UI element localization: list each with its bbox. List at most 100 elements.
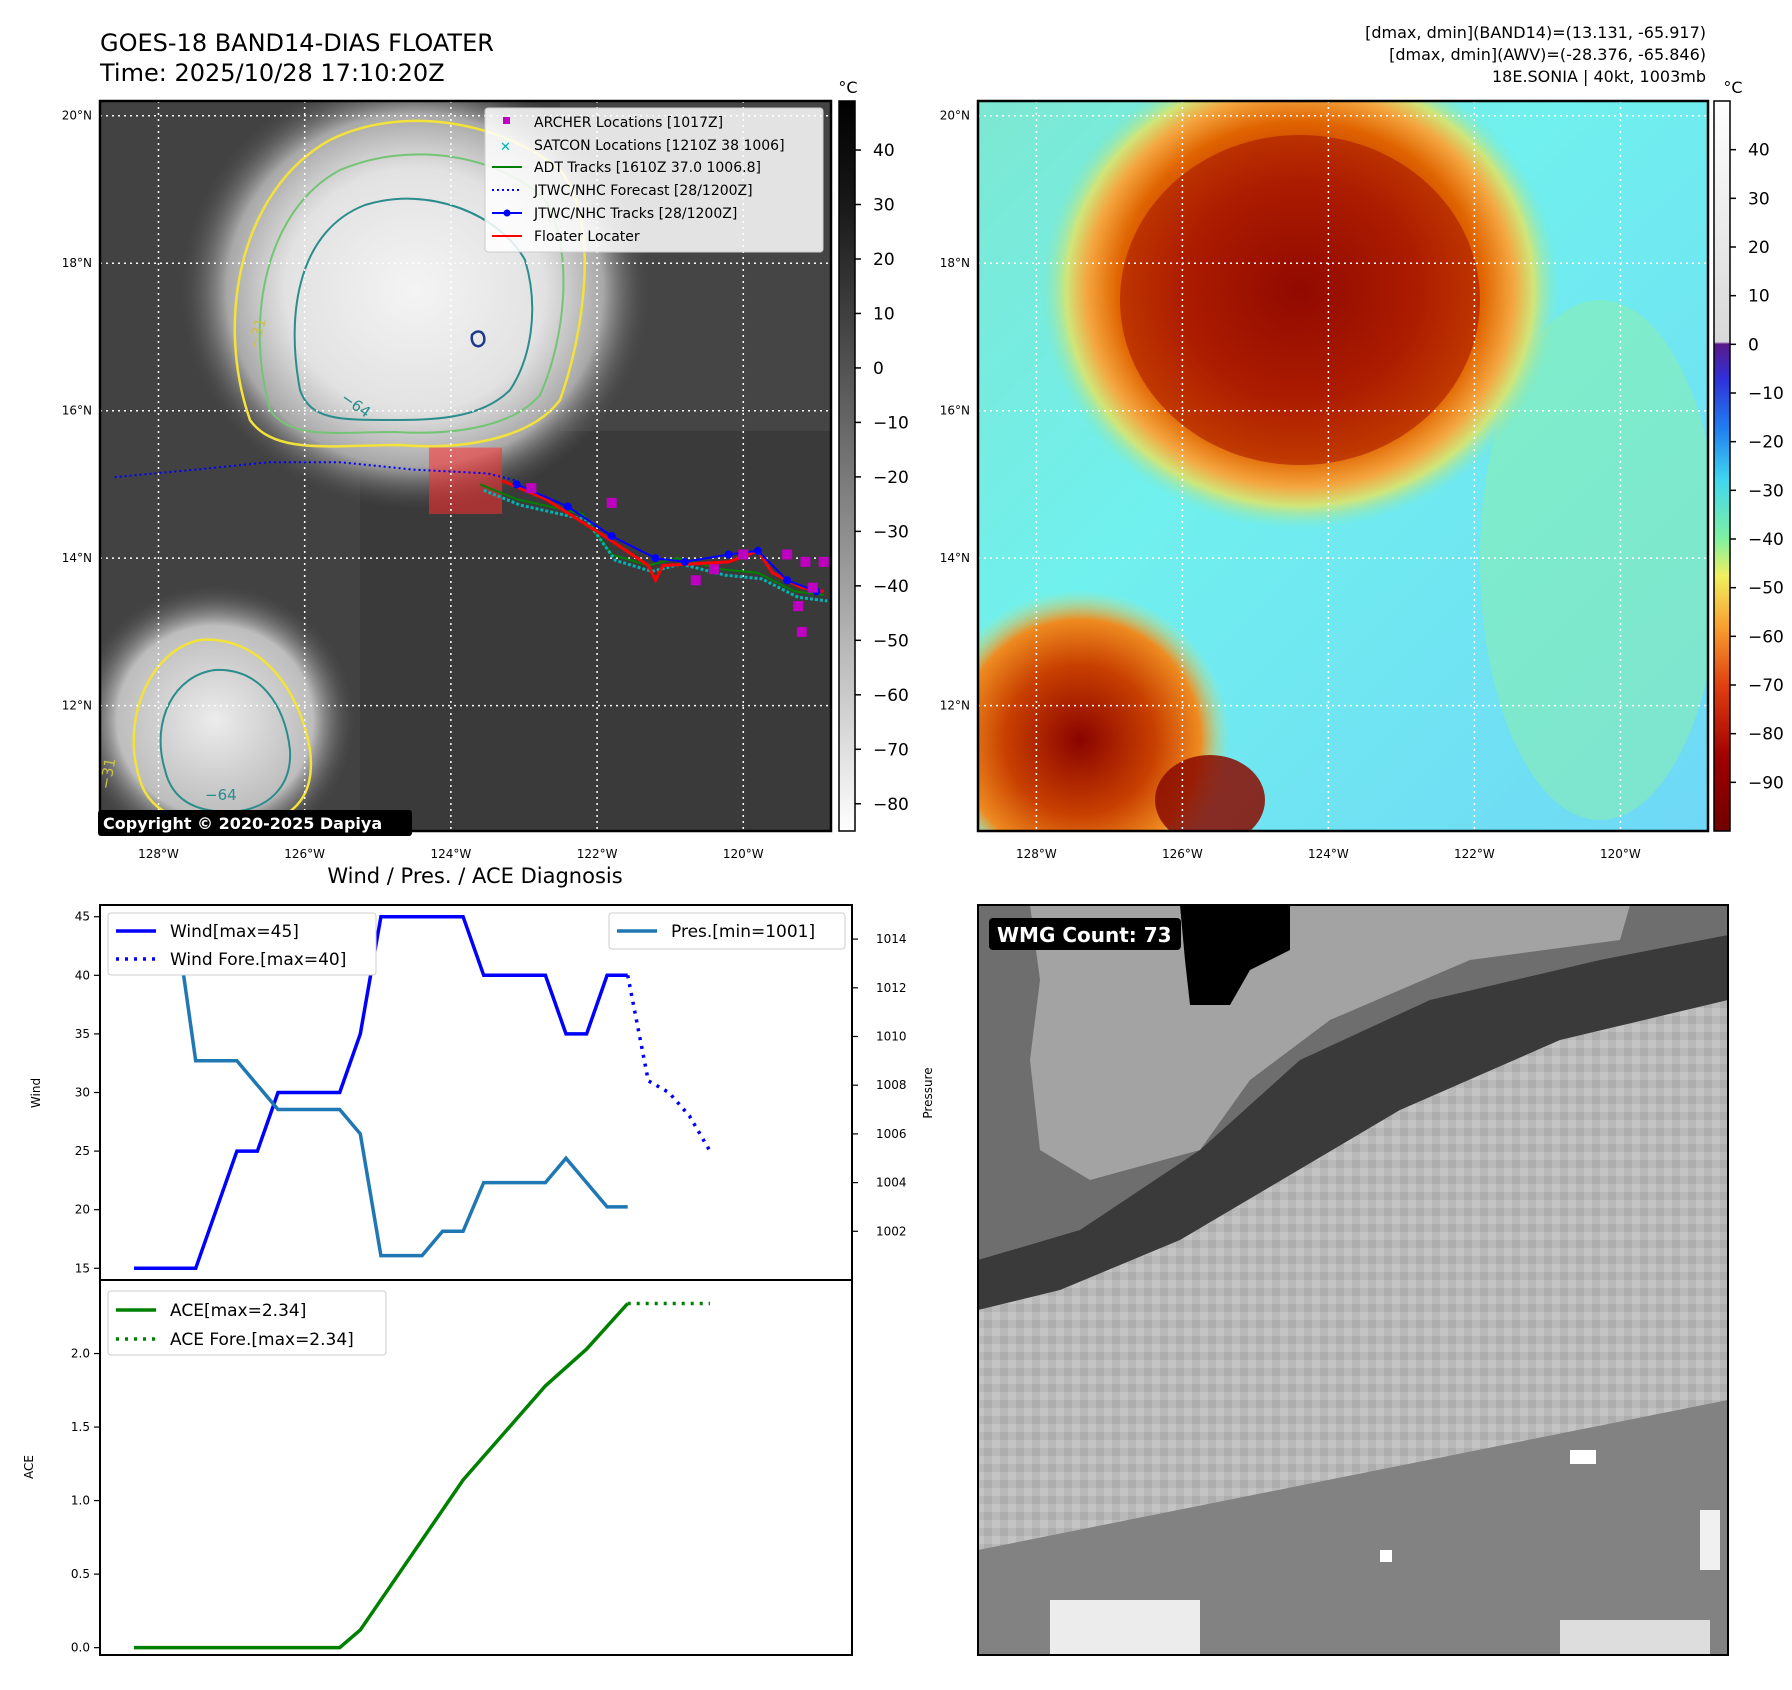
floater-track	[501, 479, 824, 593]
lon-tick-label: 124°W	[430, 847, 471, 861]
colorbar-tick-label: −20	[1748, 433, 1784, 453]
colorbar-tick-label: 0	[1748, 335, 1759, 355]
legend-entry: JTWC/NHC Forecast [28/1200Z]	[533, 183, 753, 199]
colorbar-tick-label: 40	[873, 141, 895, 161]
figure-title: GOES-18 BAND14-DIAS FLOATER	[100, 29, 494, 57]
best-track-point	[724, 550, 733, 559]
legend-entry: ADT Tracks [1610Z 37.0 1006.8]	[534, 160, 761, 176]
legend-entry: ACE Fore.[max=2.34]	[170, 1330, 354, 1350]
colorbar-tick-label: −20	[873, 468, 909, 488]
archer-legend-icon	[503, 117, 510, 124]
copyright-text: Copyright © 2020-2025 Dapiya	[103, 814, 382, 833]
colorbar-tick-label: 10	[873, 304, 895, 324]
archer-point	[738, 549, 749, 560]
archer-point	[807, 582, 818, 593]
band14-frame	[98, 99, 833, 833]
y-tick-label: 0.5	[71, 1567, 90, 1581]
y-tick-label-right: 1006	[876, 1127, 907, 1141]
colorbar-tick-label: −30	[873, 522, 909, 542]
awv-frame	[976, 99, 1710, 833]
lon-tick-label: 126°W	[1162, 847, 1203, 861]
y-tick-label-right: 1002	[876, 1224, 907, 1238]
wmg-black-patch	[1180, 905, 1290, 1005]
y-tick-label: 20	[75, 1203, 90, 1217]
archer-point	[709, 564, 720, 575]
lat-tick-label: 18°N	[62, 256, 92, 270]
colorbar-tick-label: 0	[873, 359, 884, 379]
lat-tick-label: 14°N	[940, 551, 970, 565]
lon-tick-label: 120°W	[1600, 847, 1641, 861]
awv-map-panel: 128°W 126°W 124°W 122°W 120°W 20°N 18°N 16°N 14°…	[940, 99, 1710, 861]
archer-point	[606, 497, 617, 508]
ace-legend: ACE[max=2.34] ACE Fore.[max=2.34]	[107, 1290, 387, 1356]
colorbar-tick-label: 20	[1748, 238, 1770, 258]
colorbar-tick-label: −80	[1748, 725, 1784, 745]
colorbar-tick-label: −50	[873, 631, 909, 651]
wind-pressure-panel: 45 40 35 30 25 20 15 1014 1012 1010 1008 1006 1004 10…	[29, 904, 935, 1281]
wind-legend: Wind[max=45] Wind Fore.[max=40]	[107, 912, 377, 976]
forecast-track	[114, 461, 517, 482]
southwest-cloud	[100, 585, 355, 831]
legend-entry: Wind[max=45]	[170, 922, 299, 942]
colorbar-unit: °C	[838, 78, 857, 97]
lon-tick-label: 126°W	[284, 847, 325, 861]
colorbar-tick-label: −30	[1748, 481, 1784, 501]
colorbar-tick-label: 10	[1748, 287, 1770, 307]
diagnosis-title: Wind / Pres. / ACE Diagnosis	[327, 864, 622, 888]
figure-time: Time: 2025/10/28 17:10:20Z	[99, 59, 445, 87]
satcon-legend-icon: ✕	[500, 140, 511, 155]
wmg-badge	[989, 918, 1181, 950]
colorbar-tick-label: −80	[873, 795, 909, 815]
y-tick-label: 35	[75, 1027, 90, 1041]
lon-tick-label: 128°W	[138, 847, 179, 861]
best-track-point	[563, 502, 572, 511]
pressure-legend: Pres.[min=1001]	[608, 912, 846, 950]
colorbar-tick-label: 30	[873, 196, 895, 216]
y-tick-label-right: 1008	[876, 1078, 907, 1092]
lon-tick-label: 128°W	[1016, 847, 1057, 861]
awv-southwest-cloud	[978, 590, 1230, 831]
legend-entry: ARCHER Locations [1017Z]	[534, 115, 723, 131]
best-track-point	[680, 557, 689, 566]
colorbar-tick-label: −50	[1748, 579, 1784, 599]
colorbar-tick-label: −60	[873, 686, 909, 706]
lat-tick-label: 16°N	[62, 404, 92, 418]
y-tick-label: 1.5	[71, 1420, 90, 1434]
y-tick-label: 2.0	[71, 1347, 90, 1361]
lon-tick-label: 124°W	[1308, 847, 1349, 861]
lat-tick-label: 12°N	[62, 699, 92, 713]
lon-tick-label: 122°W	[577, 847, 618, 861]
colorbar-tick-label: −60	[1748, 627, 1784, 647]
colorbar-tick-label: −40	[1748, 530, 1784, 550]
colorbar-tick-label: −90	[1748, 773, 1784, 793]
contour-label: −31	[96, 756, 119, 790]
pressure-axis-label: Pressure	[921, 1067, 935, 1118]
archer-point	[796, 626, 807, 637]
legend-entry: JTWC/NHC Tracks [28/1200Z]	[533, 206, 737, 222]
ace-panel: 2.0 1.5 1.0 0.5 0.0 ACE ACE[max=2.34] ACE Fo…	[22, 1279, 853, 1656]
colorbar-tick-label: −10	[1748, 384, 1784, 404]
colorbar-tick-label: 40	[1748, 141, 1770, 161]
contour-core	[470, 330, 486, 348]
series-line	[134, 914, 628, 1271]
colorbar-tick-label: 30	[1748, 189, 1770, 209]
y-tick-label-right: 1012	[876, 981, 907, 995]
archer-point	[818, 556, 829, 567]
y-tick-label-right: 1004	[876, 1176, 907, 1190]
colorbar-tick-label: 20	[873, 250, 895, 270]
series-line	[134, 912, 628, 1258]
lon-tick-label: 120°W	[723, 847, 764, 861]
wmg-count: WMG Count: 73	[997, 923, 1172, 947]
colorbar-unit: °C	[1723, 78, 1742, 97]
y-tick-label: 0.0	[71, 1641, 90, 1655]
adt-track	[479, 483, 824, 596]
archer-points	[526, 483, 829, 637]
best-track-point	[753, 546, 762, 555]
series-line	[134, 1302, 629, 1650]
floater-box	[428, 447, 503, 514]
archer-point	[800, 556, 811, 567]
y-tick-label: 25	[75, 1144, 90, 1158]
y-tick-label-right: 1010	[876, 1029, 907, 1043]
legend-entry: ACE[max=2.34]	[170, 1301, 306, 1321]
